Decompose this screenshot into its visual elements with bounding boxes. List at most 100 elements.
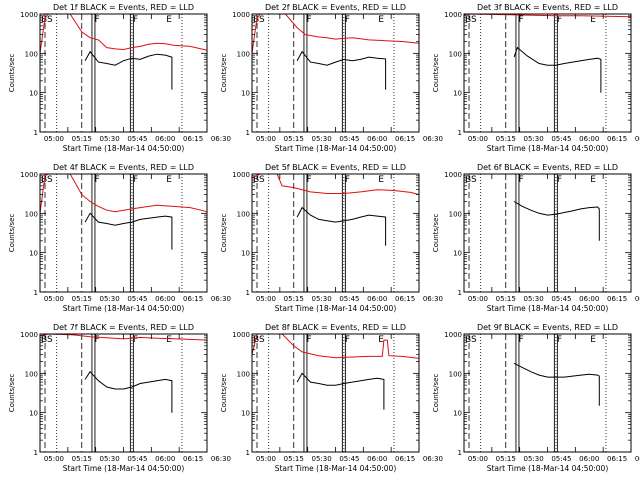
marker-label: F [518,15,523,25]
x-tick-label: 05:00 [468,455,488,463]
y-tick-label: 1 [34,449,38,457]
x-tick-label: 05:45 [339,135,359,143]
x-tick-label: 05:15 [496,135,516,143]
marker-label: E [378,15,384,25]
marker-label: BS [465,335,477,345]
x-axis-label: Start Time (18-Mar-14 04:50:00) [487,144,609,153]
marker-label: F [94,15,99,25]
y-tick-label: 1000 [232,331,250,339]
y-axis-label: Counts/sec [220,374,228,413]
series-events [296,50,387,90]
marker-label: F [306,175,311,185]
series-lld [39,173,208,214]
y-tick-label: 1 [34,129,38,137]
marker-label: F [94,175,99,185]
marker-label: F [345,15,350,25]
y-tick-label: 1000 [232,171,250,179]
x-tick-label: 05:00 [44,135,64,143]
marker-label: BS [41,335,53,345]
y-axis-label: Counts/sec [8,214,16,253]
marker-label: E [166,335,172,345]
y-tick-label: 1000 [20,11,38,19]
x-tick-label: 05:00 [468,295,488,303]
panel-title: Det 5f BLACK = Events, RED = LLD [265,163,406,172]
x-tick-label: 05:00 [256,295,276,303]
x-tick-label: 05:30 [311,455,331,463]
marker-label: F [133,15,138,25]
y-tick-label: 10 [241,250,250,258]
x-tick-label: 06:30 [635,455,640,463]
y-tick-label: 10 [453,410,462,418]
y-tick-label: 1000 [20,171,38,179]
y-tick-label: 1000 [444,171,462,179]
series-events [84,370,173,413]
x-axis-label: Start Time (18-Mar-14 04:50:00) [63,464,185,473]
y-axis-label: Counts/sec [220,54,228,93]
plot-frame [39,173,208,293]
y-tick-label: 10 [241,410,250,418]
panel-title: Det 8f BLACK = Events, RED = LLD [265,323,406,332]
marker-label: E [590,175,596,185]
y-tick-label: 1000 [232,11,250,19]
panel-title: Det 9f BLACK = Events, RED = LLD [477,323,618,332]
x-tick-label: 05:00 [44,295,64,303]
panel-title: Det 1f BLACK = Events, RED = LLD [53,3,194,12]
marker-label: E [378,175,384,185]
x-tick-label: 06:30 [423,135,443,143]
y-tick-label: 10 [453,250,462,258]
marker-label: F [518,175,523,185]
plot-frame [39,13,208,133]
x-tick-label: 06:30 [211,295,231,303]
x-tick-label: 06:30 [211,455,231,463]
x-tick-label: 06:00 [155,455,175,463]
marker-label: E [590,335,596,345]
y-axis-label: Counts/sec [432,374,440,413]
marker-label: E [166,175,172,185]
x-tick-label: 05:00 [44,455,64,463]
x-tick-label: 06:15 [395,135,415,143]
y-axis-label: Counts/sec [8,54,16,93]
y-tick-label: 100 [25,210,38,218]
marker-label: F [518,335,523,345]
x-tick-label: 05:30 [523,295,543,303]
x-tick-label: 06:15 [395,295,415,303]
plot-frame [251,13,420,133]
x-tick-label: 05:15 [284,135,304,143]
x-tick-label: 06:30 [211,135,231,143]
x-tick-label: 05:15 [496,295,516,303]
x-axis-label: Start Time (18-Mar-14 04:50:00) [487,304,609,313]
marker-label: BS [41,15,53,25]
y-tick-label: 1 [246,129,250,137]
plot-frame [463,173,632,293]
marker-label: F [306,335,311,345]
y-tick-label: 1 [246,449,250,457]
y-tick-label: 10 [29,250,38,258]
plot-frame [251,333,420,453]
x-tick-label: 06:15 [607,455,627,463]
x-tick-label: 05:30 [311,295,331,303]
panel-title: Det 2f BLACK = Events, RED = LLD [265,3,406,12]
marker-label: BS [253,175,265,185]
x-tick-label: 06:30 [423,455,443,463]
panel-title: Det 6f BLACK = Events, RED = LLD [477,163,618,172]
x-axis-label: Start Time (18-Mar-14 04:50:00) [275,144,397,153]
x-axis-label: Start Time (18-Mar-14 04:50:00) [63,304,185,313]
marker-label: BS [253,15,265,25]
x-axis-label: Start Time (18-Mar-14 04:50:00) [63,144,185,153]
marker-label: F [133,335,138,345]
x-tick-label: 06:00 [367,135,387,143]
y-axis-label: Counts/sec [432,54,440,93]
x-tick-label: 05:45 [127,295,147,303]
marker-label: F [345,335,350,345]
x-tick-label: 05:45 [551,135,571,143]
y-tick-label: 100 [237,210,250,218]
marker-label: F [133,175,138,185]
plot-frame [463,13,632,133]
x-tick-label: 05:30 [311,135,331,143]
